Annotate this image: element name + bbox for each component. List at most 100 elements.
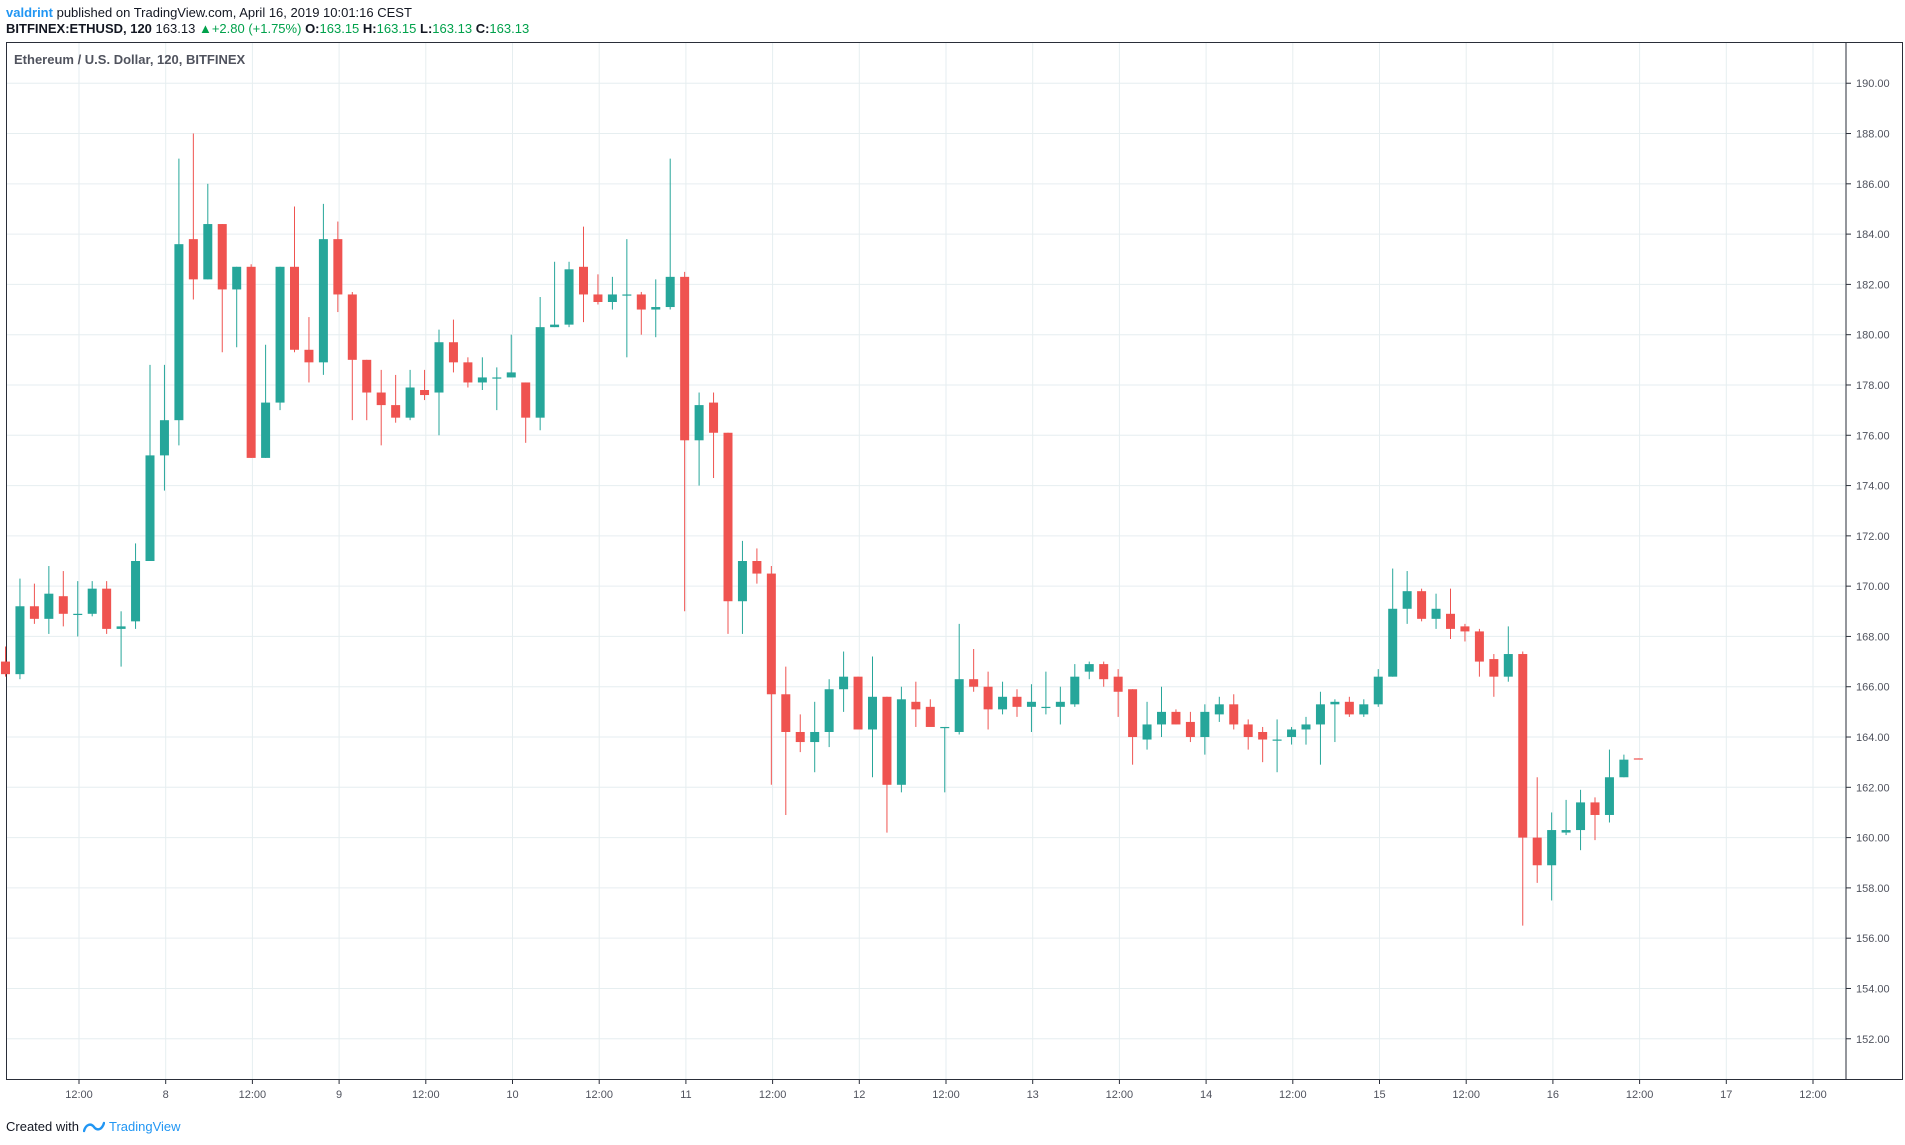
candle-body (73, 613, 83, 616)
candle-body (477, 377, 487, 383)
x-tick-label: 12:00 (1626, 1089, 1654, 1101)
tradingview-brand-link[interactable]: TradingView (108, 1119, 181, 1134)
candle-body (969, 679, 979, 687)
x-tick-label: 12:00 (239, 1089, 267, 1101)
candle-body (1503, 654, 1513, 677)
candle-body (983, 686, 993, 710)
low-label: L: (420, 21, 433, 36)
candle-body (290, 266, 299, 350)
candle-body (448, 342, 458, 363)
candle-body (1460, 626, 1470, 632)
candle-body (1474, 631, 1484, 662)
candle-body (911, 701, 921, 710)
candle-body (1301, 724, 1311, 730)
candle-body (1373, 676, 1383, 705)
y-tick-label: 152.00 (1856, 1034, 1890, 1046)
candle-body (1157, 711, 1166, 725)
high-label: H: (362, 21, 377, 36)
candle-body (1171, 711, 1181, 725)
candle-body (1489, 659, 1499, 677)
candle-body (15, 606, 25, 675)
x-tick-label: 12:00 (1279, 1089, 1307, 1101)
symbol-label: BITFINEX:ETHUSD, 120 (6, 21, 152, 36)
x-tick-label: 14 (1200, 1089, 1212, 1101)
close-label: C: (475, 21, 490, 36)
candle-body (1258, 731, 1268, 740)
candle-body (1344, 701, 1354, 715)
candle-body (391, 405, 401, 418)
candle-body (535, 327, 545, 418)
x-tick-label: 12:00 (65, 1089, 93, 1101)
candle-body (593, 294, 603, 302)
candle-body (1026, 701, 1036, 707)
candle-body (1388, 608, 1398, 677)
y-tick-label: 164.00 (1856, 732, 1890, 744)
candle-body (492, 377, 502, 379)
y-tick-label: 162.00 (1856, 782, 1890, 794)
candle-body (116, 626, 126, 629)
candle-body (1330, 701, 1340, 705)
y-tick-label: 166.00 (1856, 682, 1890, 694)
candle-body (1633, 758, 1643, 760)
candle-body (463, 362, 473, 383)
x-tick-label: 12:00 (759, 1089, 787, 1101)
candle-body (362, 359, 372, 393)
open-value: 163.15 (319, 21, 360, 36)
author-link[interactable]: valdrint (6, 5, 53, 20)
candle-body (145, 455, 155, 561)
x-tick-label: 11 (680, 1089, 691, 1101)
candle-body (102, 588, 112, 629)
candle-body (1113, 676, 1123, 692)
candle-body (506, 372, 516, 378)
y-tick-label: 154.00 (1856, 983, 1890, 995)
tradingview-logo-icon (82, 1121, 105, 1133)
candle-body (1185, 721, 1195, 738)
candle-body (1417, 591, 1427, 619)
candle-body (44, 593, 54, 619)
candle-body (1243, 724, 1253, 738)
y-tick-label: 160.00 (1856, 833, 1890, 845)
candle-body (1547, 830, 1557, 866)
y-tick-label: 188.00 (1856, 129, 1890, 141)
chart-frame[interactable] (6, 42, 1903, 1080)
price-change: +2.80 (+1.75%) (211, 21, 302, 36)
candle-body (694, 405, 704, 441)
candle-body (87, 588, 97, 614)
x-tick-label: 12 (853, 1089, 865, 1101)
candle-body (896, 699, 906, 785)
candle-body (607, 294, 617, 302)
candle-body (579, 266, 588, 295)
publisher-line: valdrint published on TradingView.com, A… (6, 5, 412, 21)
x-tick-label: 12:00 (1799, 1089, 1827, 1101)
y-tick-label: 184.00 (1856, 229, 1890, 241)
candle-body (1012, 696, 1022, 707)
candle-body (376, 392, 386, 406)
candle-body (1315, 704, 1325, 725)
candle-body (58, 596, 68, 614)
candle-body (1590, 802, 1600, 815)
x-tick-label: 16 (1547, 1089, 1559, 1101)
y-tick-label: 190.00 (1856, 78, 1890, 90)
candle-body (824, 689, 834, 732)
candle-body (304, 349, 314, 363)
y-tick-label: 180.00 (1856, 330, 1890, 342)
candle-body (188, 239, 198, 280)
candle-body (709, 402, 719, 433)
up-arrow-icon: ▲ (198, 21, 212, 36)
candle-body (839, 676, 849, 690)
candle-body (1576, 802, 1586, 831)
candle-body (1604, 777, 1614, 815)
candle-body (1532, 837, 1542, 866)
candle-body (1287, 729, 1297, 738)
x-tick-label: 8 (163, 1089, 169, 1101)
candle-body (1431, 608, 1441, 619)
candle-body (420, 390, 430, 396)
candle-body (1099, 664, 1109, 680)
low-value: 163.13 (432, 21, 473, 36)
candle-body (1272, 739, 1282, 741)
candle-body (275, 266, 285, 403)
candle-body (232, 266, 242, 290)
candle-body (622, 294, 632, 296)
candle-body (737, 561, 747, 602)
